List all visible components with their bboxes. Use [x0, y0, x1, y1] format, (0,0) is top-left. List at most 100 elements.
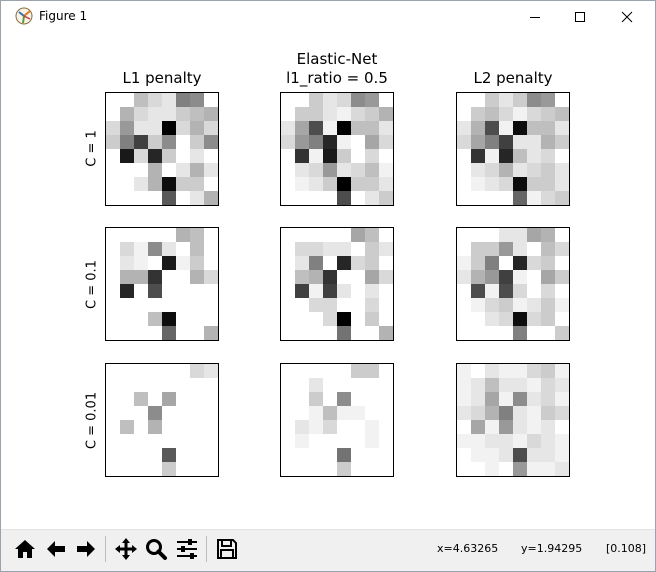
- matrix-cell: [379, 93, 393, 107]
- matrix-cell: [120, 462, 134, 476]
- matrix-cell: [379, 121, 393, 135]
- matrix-cell: [527, 107, 541, 121]
- matrix-cell: [120, 420, 134, 434]
- matrix-cell: [162, 93, 176, 107]
- matrix-cell: [527, 177, 541, 191]
- matrix-cell: [106, 326, 120, 340]
- home-button[interactable]: [11, 535, 39, 563]
- matrix-cell: [379, 107, 393, 121]
- matrix-cell: [555, 149, 569, 163]
- forward-arrow-icon: [77, 541, 95, 557]
- matrix-cell: [499, 406, 513, 420]
- matrix-cell: [190, 177, 204, 191]
- matrix-cell: [162, 284, 176, 298]
- matrix-cell: [485, 107, 499, 121]
- matrix-cell: [471, 121, 485, 135]
- matrix-cell: [309, 191, 323, 205]
- matrix-cell: [106, 270, 120, 284]
- matrix-cell: [204, 121, 218, 135]
- matrix-cell: [351, 93, 365, 107]
- matrix-cell: [485, 135, 499, 149]
- matrix-cell: [457, 392, 471, 406]
- title-bar[interactable]: Figure 1: [1, 1, 655, 32]
- back-button[interactable]: [42, 535, 70, 563]
- matrix-cell: [190, 392, 204, 406]
- matrix-cell: [471, 242, 485, 256]
- matrix-cell: [527, 93, 541, 107]
- matrix-cell: [513, 312, 527, 326]
- matrix-cell: [365, 93, 379, 107]
- matrix-cell: [323, 107, 337, 121]
- configure-subplots-button[interactable]: [173, 535, 201, 563]
- matrix-cell: [309, 284, 323, 298]
- matrix-cell: [309, 312, 323, 326]
- matrix-cell: [499, 149, 513, 163]
- matrix-cell: [379, 420, 393, 434]
- matrix-cell: [190, 256, 204, 270]
- matrix-cell: [379, 228, 393, 242]
- matrix-cell: [351, 312, 365, 326]
- matrix-cell: [134, 270, 148, 284]
- minimize-button[interactable]: [512, 1, 558, 32]
- matrix-cell: [499, 121, 513, 135]
- matrix-cell: [485, 298, 499, 312]
- matrix-cell: [176, 149, 190, 163]
- matrix-cell: [337, 448, 351, 462]
- matrix-cell: [176, 163, 190, 177]
- maximize-button[interactable]: [557, 1, 603, 32]
- matrix-cell: [148, 270, 162, 284]
- matrix-cell: [541, 135, 555, 149]
- figure-canvas[interactable]: L1 penalty Elastic-Net l1_ratio = 0.5 L2…: [1, 32, 655, 529]
- coef-matrix: [280, 227, 394, 341]
- matrix-cell: [309, 93, 323, 107]
- matrix-cell: [541, 462, 555, 476]
- matrix-cell: [162, 462, 176, 476]
- forward-button[interactable]: [72, 535, 100, 563]
- matrix-cell: [351, 177, 365, 191]
- matrix-cell: [204, 462, 218, 476]
- matrix-cell: [555, 135, 569, 149]
- matrix-cell: [513, 107, 527, 121]
- matrix-cell: [148, 420, 162, 434]
- matrix-cell: [499, 228, 513, 242]
- matrix-cell: [148, 326, 162, 340]
- matrix-cell: [323, 270, 337, 284]
- matrix-cell: [162, 312, 176, 326]
- matrix-cell: [541, 242, 555, 256]
- matrix-cell: [541, 228, 555, 242]
- close-button[interactable]: [604, 1, 650, 32]
- matrix-cell: [499, 378, 513, 392]
- matrix-cell: [379, 242, 393, 256]
- matrix-cell: [281, 163, 295, 177]
- zoom-button[interactable]: [142, 535, 170, 563]
- matrix-cell: [162, 242, 176, 256]
- pixel-value-readout: [0.108]: [606, 542, 647, 555]
- matrix-cell: [295, 121, 309, 135]
- matrix-cell: [281, 107, 295, 121]
- matrix-cell: [190, 364, 204, 378]
- matrix-cell: [365, 406, 379, 420]
- matrix-cell: [485, 149, 499, 163]
- matrix-cell: [457, 191, 471, 205]
- matrix-cell: [485, 448, 499, 462]
- matrix-cell: [337, 312, 351, 326]
- matrix-cell: [204, 312, 218, 326]
- matrix-cell: [471, 462, 485, 476]
- matrix-cell: [485, 284, 499, 298]
- matrix-cell: [499, 177, 513, 191]
- pan-button[interactable]: [112, 535, 140, 563]
- matrix-cell: [190, 149, 204, 163]
- matrix-cell: [148, 121, 162, 135]
- matrix-cell: [541, 93, 555, 107]
- matrix-cell: [485, 462, 499, 476]
- matrix-cell: [555, 256, 569, 270]
- matrix-cell: [309, 256, 323, 270]
- matrix-cell: [513, 392, 527, 406]
- matrix-cell: [295, 448, 309, 462]
- matrix-cell: [190, 434, 204, 448]
- matrix-cell: [555, 378, 569, 392]
- save-button[interactable]: [213, 535, 241, 563]
- matrix-cell: [337, 378, 351, 392]
- matrix-cell: [134, 420, 148, 434]
- matrix-cell: [176, 242, 190, 256]
